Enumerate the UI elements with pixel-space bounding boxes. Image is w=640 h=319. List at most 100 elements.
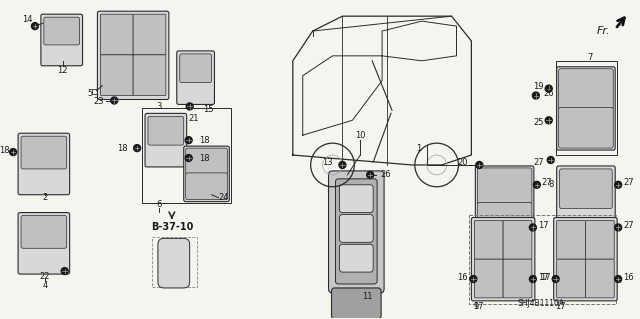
FancyBboxPatch shape xyxy=(180,54,211,83)
Text: 11: 11 xyxy=(362,293,372,301)
Circle shape xyxy=(545,117,552,124)
FancyBboxPatch shape xyxy=(477,168,532,204)
Text: 17: 17 xyxy=(538,221,548,230)
Circle shape xyxy=(614,276,621,283)
FancyBboxPatch shape xyxy=(100,14,133,55)
FancyBboxPatch shape xyxy=(97,11,169,100)
Circle shape xyxy=(547,157,554,163)
FancyBboxPatch shape xyxy=(21,136,67,169)
Bar xyxy=(152,237,196,287)
Bar xyxy=(142,108,231,203)
Circle shape xyxy=(134,145,141,152)
Text: 17: 17 xyxy=(473,302,484,311)
FancyBboxPatch shape xyxy=(503,259,532,298)
FancyBboxPatch shape xyxy=(476,166,534,241)
FancyBboxPatch shape xyxy=(557,166,615,241)
Text: 16: 16 xyxy=(623,272,634,282)
Text: 27: 27 xyxy=(533,159,544,167)
Text: 2: 2 xyxy=(42,193,47,202)
FancyBboxPatch shape xyxy=(557,259,586,298)
FancyBboxPatch shape xyxy=(44,17,79,45)
FancyBboxPatch shape xyxy=(328,171,384,293)
Circle shape xyxy=(529,276,536,283)
Bar xyxy=(469,215,616,304)
Text: 20: 20 xyxy=(457,159,467,167)
Circle shape xyxy=(111,97,118,104)
Text: 25: 25 xyxy=(533,118,544,127)
FancyBboxPatch shape xyxy=(184,146,229,202)
Circle shape xyxy=(10,149,17,156)
Text: 1: 1 xyxy=(417,144,422,152)
FancyBboxPatch shape xyxy=(559,69,613,109)
Text: 16: 16 xyxy=(457,272,467,282)
Text: 18: 18 xyxy=(198,153,209,162)
FancyBboxPatch shape xyxy=(554,218,617,301)
Circle shape xyxy=(470,276,477,283)
Circle shape xyxy=(614,181,621,188)
Circle shape xyxy=(186,103,193,110)
FancyBboxPatch shape xyxy=(339,244,373,272)
Text: 17: 17 xyxy=(538,272,548,282)
Text: 6: 6 xyxy=(156,200,162,209)
Circle shape xyxy=(532,92,540,99)
Text: 18: 18 xyxy=(0,145,10,155)
Text: 5: 5 xyxy=(87,89,92,98)
Text: 23: 23 xyxy=(93,97,104,106)
Circle shape xyxy=(533,181,540,188)
Circle shape xyxy=(31,23,38,30)
Circle shape xyxy=(552,276,559,283)
Text: 9: 9 xyxy=(474,302,479,311)
Text: 8: 8 xyxy=(548,180,554,189)
FancyBboxPatch shape xyxy=(41,14,83,66)
Circle shape xyxy=(529,224,536,231)
Bar xyxy=(92,89,97,93)
FancyBboxPatch shape xyxy=(335,179,377,284)
Text: 27: 27 xyxy=(542,178,552,187)
FancyBboxPatch shape xyxy=(559,169,612,209)
Text: SHJ4B1110A: SHJ4B1110A xyxy=(517,299,564,308)
Text: 26: 26 xyxy=(544,89,554,98)
FancyBboxPatch shape xyxy=(186,148,227,175)
Text: 15: 15 xyxy=(204,105,214,114)
Text: 18: 18 xyxy=(118,144,128,152)
Circle shape xyxy=(476,161,483,168)
Text: 3: 3 xyxy=(156,102,162,111)
Text: 7: 7 xyxy=(588,53,593,62)
Circle shape xyxy=(545,85,552,92)
Text: 24: 24 xyxy=(218,193,228,202)
Text: 17: 17 xyxy=(540,272,551,282)
FancyBboxPatch shape xyxy=(472,218,535,301)
FancyBboxPatch shape xyxy=(148,116,184,145)
Text: 27: 27 xyxy=(623,178,634,187)
Text: B-37-10: B-37-10 xyxy=(150,222,193,233)
FancyBboxPatch shape xyxy=(586,220,614,259)
FancyBboxPatch shape xyxy=(339,185,373,212)
FancyBboxPatch shape xyxy=(177,51,214,104)
Text: 26: 26 xyxy=(380,170,391,179)
Text: 17: 17 xyxy=(556,302,566,311)
FancyBboxPatch shape xyxy=(557,220,586,259)
FancyBboxPatch shape xyxy=(474,259,503,298)
FancyBboxPatch shape xyxy=(339,215,373,242)
FancyBboxPatch shape xyxy=(557,67,615,150)
Text: 18: 18 xyxy=(198,136,209,145)
FancyBboxPatch shape xyxy=(145,113,187,167)
Text: 4: 4 xyxy=(42,281,47,291)
Text: 14: 14 xyxy=(22,15,32,24)
FancyBboxPatch shape xyxy=(133,14,166,55)
Text: 19: 19 xyxy=(533,82,544,91)
Text: Fr.: Fr. xyxy=(596,26,611,36)
FancyBboxPatch shape xyxy=(100,55,133,95)
FancyBboxPatch shape xyxy=(332,288,381,319)
FancyBboxPatch shape xyxy=(474,220,503,259)
Circle shape xyxy=(185,154,192,161)
Bar xyxy=(556,61,617,155)
FancyBboxPatch shape xyxy=(18,133,70,195)
Circle shape xyxy=(367,171,374,178)
FancyBboxPatch shape xyxy=(503,220,532,259)
FancyBboxPatch shape xyxy=(186,173,227,200)
FancyBboxPatch shape xyxy=(133,55,166,95)
Text: 13: 13 xyxy=(322,159,333,167)
FancyBboxPatch shape xyxy=(21,216,67,248)
FancyBboxPatch shape xyxy=(18,212,70,274)
